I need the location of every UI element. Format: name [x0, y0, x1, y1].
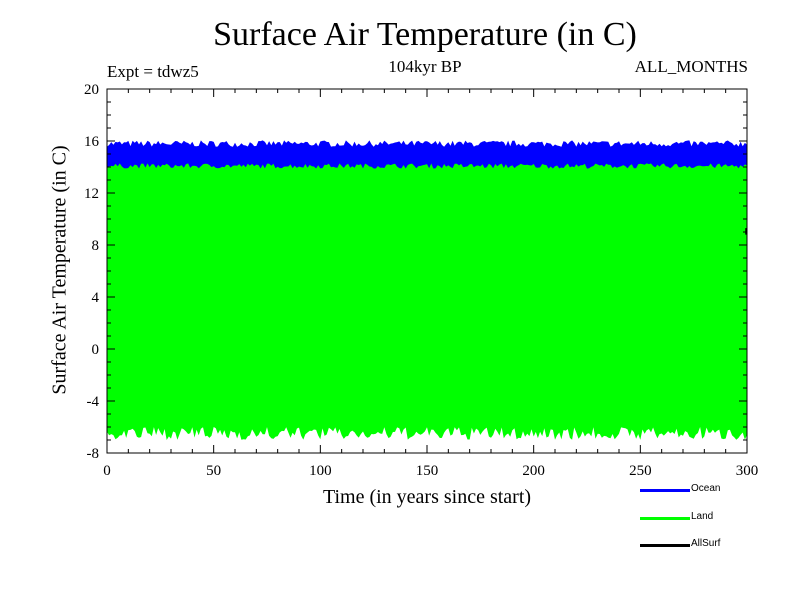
y-tick-label: 0 — [92, 342, 100, 358]
legend-label-allsurf: AllSurf — [691, 538, 721, 549]
x-tick-label: 250 — [629, 463, 652, 479]
x-tick-label: 200 — [522, 463, 545, 479]
legend-label-land: Land — [691, 511, 714, 522]
chart-subtitle: 104kyr BP — [388, 57, 462, 76]
y-tick-label: 12 — [84, 186, 99, 202]
chart-marks — [107, 140, 747, 440]
x-tick-label: 300 — [736, 463, 759, 479]
x-axis-label: Time (in years since start) — [322, 486, 532, 508]
y-tick-label: -4 — [87, 394, 100, 410]
y-tick-label: 4 — [92, 290, 100, 306]
y-tick-label: 16 — [84, 134, 100, 150]
legend-label-ocean: Ocean — [691, 483, 721, 494]
x-tick-label: 0 — [103, 463, 111, 479]
experiment-label: Expt = tdwz5 — [107, 62, 199, 81]
chart-title: Surface Air Temperature (in C) — [213, 16, 637, 53]
x-tick-label: 50 — [206, 463, 221, 479]
chart-axes: 0 50 100 150 200 250 300 -8 -4 0 4 8 12 16 20 — [84, 82, 758, 479]
x-tick-label: 150 — [416, 463, 439, 479]
legend-swatch-ocean — [640, 489, 690, 492]
y-tick-label: -8 — [87, 446, 100, 462]
season-label: ALL_MONTHS — [634, 57, 748, 76]
legend-swatch-land — [640, 517, 690, 520]
y-tick-label: 20 — [84, 82, 99, 98]
y-tick-label: 8 — [92, 238, 100, 254]
legend-swatch-allsurf — [640, 544, 690, 547]
series-land-band — [107, 163, 747, 440]
x-tick-label: 100 — [309, 463, 332, 479]
y-axis-label: Surface Air Temperature (in C) — [48, 145, 71, 395]
